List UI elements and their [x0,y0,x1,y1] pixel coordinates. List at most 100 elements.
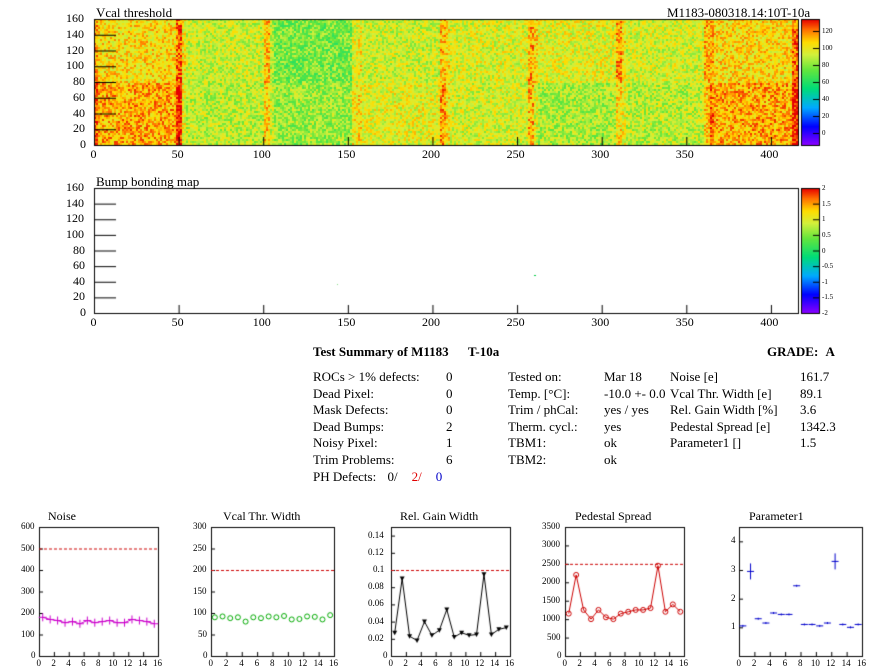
heatmap-y-tick: 60 [73,89,85,104]
summary-right-value: 161.7 [800,369,830,384]
bump-map-y-tick: 20 [73,289,85,304]
small-chart-title: Noise [48,509,76,523]
summary-right-value: 3.6 [800,402,817,417]
small-chart-y-tick: 1000 [542,613,560,624]
small-chart-x-tick: 10 [460,658,470,668]
bump-map-colorbar-tick: 0.5 [822,230,831,239]
small-chart-y-tick: 3000 [542,539,560,550]
small-chart-x-tick: 2 [751,658,757,668]
small-chart-x-tick: 16 [857,658,866,668]
bump-map-x-tick: 200 [421,315,440,329]
summary-left-label: Dead Bumps: [313,418,385,434]
bump-map-x-tick: 400 [760,315,779,329]
small-chart-y-tick: 200 [193,564,207,574]
small-chart-x-tick: 4 [66,658,71,668]
bump-map-y-tick: 0 [80,305,86,319]
small-chart-y-tick: 500 [547,631,561,642]
small-chart-x-tick: 10 [108,658,118,668]
bump-map-title: Bump bonding map [96,174,200,189]
small-chart-x-tick: 14 [490,658,500,668]
summary-left-label: Trim Problems: [313,451,395,467]
small-chart-x-tick: 14 [138,658,148,668]
ph-defect-value: 0/ [387,469,398,484]
heatmap-x-tick: 200 [421,147,440,161]
bump-map-x-tick: 250 [506,315,525,329]
bump-map-y-tick: 60 [73,258,85,273]
small-chart-y-tick: 500 [21,542,35,553]
summary-mid-label: Tested on: [508,369,562,384]
heatmap-y-tick: 0 [80,137,86,151]
grade-box: GRADE: A [767,344,835,360]
small-chart-y-tick: 300 [21,585,35,596]
small-chart-x-tick: 12 [475,658,485,668]
heatmap-colorbar-tick: 80 [822,61,829,69]
small-chart-y-tick: 2000 [542,576,560,587]
summary-right-label: Vcal Thr. Width [e] [670,385,772,401]
small-chart-x-tick: 10 [282,658,292,668]
small-chart-x-tick: 2 [223,658,229,668]
small-chart-y-tick: 1 [731,621,736,632]
heatmap-colorbar-tick: 0 [822,129,826,137]
summary-left-value: 6 [446,451,453,467]
summary-left-value: 0 [446,369,453,384]
heatmap-colorbar-tick: 120 [822,27,833,35]
summary-right-label: Rel. Gain Width [%] [670,402,778,417]
small-chart-x-tick: 12 [123,658,133,668]
small-chart-x-tick: 14 [841,658,851,668]
summary-right-label: Noise [e] [670,369,719,384]
bump-map-colorbar-tick: -0.5 [822,262,834,271]
small-chart-title: Vcal Thr. Width [223,509,301,523]
summary-right-label: Pedestal Spread [e] [670,418,771,434]
heatmap-y-tick: 100 [66,58,84,73]
summary-right-value: 89.1 [800,385,823,401]
small-chart-y-tick: 100 [193,607,207,617]
small-chart-y-tick: 3 [731,564,736,574]
summary-left-value: 0 [446,402,453,417]
summary-left-label: Mask Defects: [313,402,389,417]
module-id: M1183-080318.14:10T-10a [667,5,811,20]
bump-map-y-tick: 160 [66,180,84,194]
small-chart-x-tick: 16 [679,658,688,668]
bump-map-y-tick: 40 [73,273,85,288]
small-chart-y-tick: 150 [193,585,207,596]
summary-mid-value: yes [604,418,622,434]
small-chart-y-tick: 3500 [542,521,560,531]
heatmap-x-tick: 350 [675,147,694,161]
small-chart-x-tick: 8 [270,658,275,668]
heatmap-x-tick: 300 [591,147,610,161]
bump-map-x-tick: 0 [90,315,97,329]
small-chart-y-tick: 0 [383,650,388,660]
small-chart-x-tick: 6 [782,658,788,668]
summary-right-value: 1342.3 [800,418,836,434]
small-chart-x-tick: 0 [208,658,214,668]
ph-defects-row: PH Defects: 0/2/0 [313,469,456,485]
summary-test: T-10a [467,344,500,359]
summary-module: Test Summary of M1183 [313,344,449,359]
bump-map-y-tick: 120 [66,211,84,226]
small-chart-x-tick: 16 [329,658,338,668]
bump-map-x-tick: 350 [675,315,694,329]
ph-defect-value: 0 [435,469,443,484]
small-chart-y-tick: 0.06 [368,598,384,609]
small-chart-title: Pedestal Spread [575,509,652,523]
summary-mid-value: -10.0 +- 0.0 [604,385,666,401]
heatmap-y-tick: 20 [73,121,85,136]
small-chart-y-tick: 2500 [542,557,560,568]
small-chart-x-tick: 4 [418,658,423,668]
small-chart-y-tick: 200 [21,607,35,617]
small-chart-x-tick: 6 [81,658,86,668]
small-chart-y-tick: 0.02 [368,632,384,643]
grade-label: GRADE: [767,344,819,359]
small-chart-y-tick: 4 [731,535,736,546]
heatmap-y-tick: 80 [73,74,85,88]
small-chart-x-tick: 0 [36,658,42,668]
small-chart-x-tick: 2 [577,658,582,668]
bump-map-colorbar-tick: -2 [822,309,828,317]
bump-map-colorbar-tick: 1.5 [822,199,831,208]
small-chart-y-tick: 2 [731,592,736,603]
summary-mid-label: Temp. [°C]: [508,385,571,401]
bump-map-colorbar-tick: 0 [822,246,826,255]
small-chart-x-tick: 10 [810,658,820,668]
heatmap-colorbar-tick: 100 [822,44,833,52]
small-chart-y-tick: 250 [193,542,207,553]
